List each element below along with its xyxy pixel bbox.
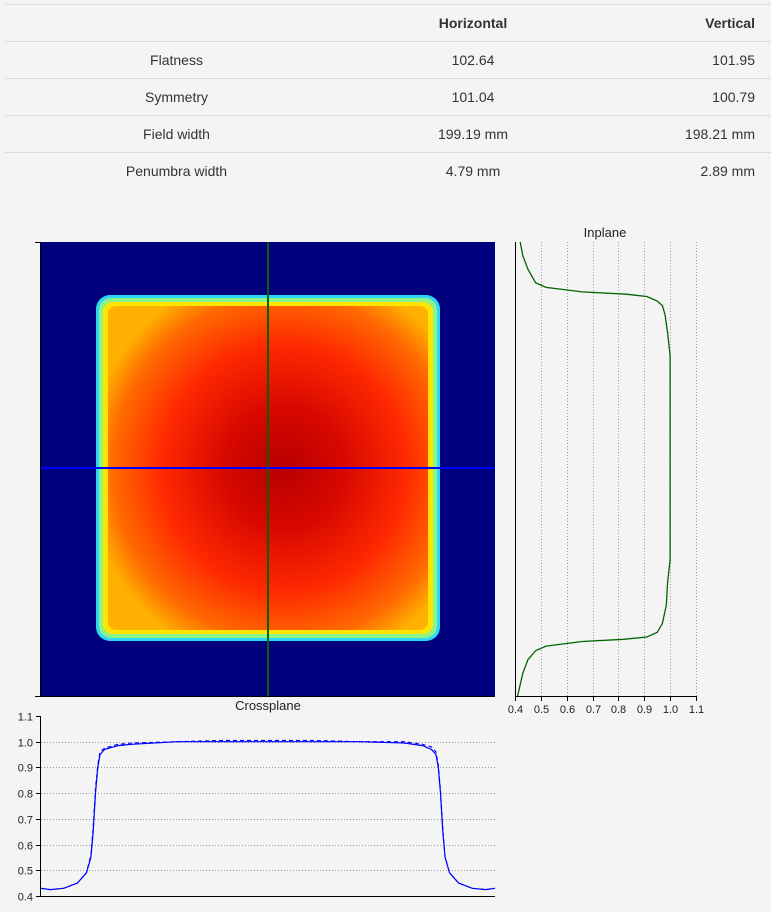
crossplane-grid <box>41 742 495 871</box>
crossplane-ticks: 0.4 0.5 0.6 0.7 0.8 0.9 1.0 1.1 <box>18 712 41 904</box>
horizontal-value: 4.79 mm <box>348 152 598 189</box>
inplane-tick-label: 0.4 <box>508 704 523 716</box>
inplane-profile-line <box>516 241 671 697</box>
inplane-ticks: 0.4 0.5 0.6 0.7 0.8 0.9 1.0 1.1 <box>508 696 704 716</box>
vertical-value: 2.89 mm <box>598 152 771 189</box>
crossplane-tick-label: 0.4 <box>18 892 33 904</box>
inplane-tick-label: 0.5 <box>534 704 549 716</box>
vertical-value: 198.21 mm <box>598 115 771 153</box>
table-header-row: Horizontal Vertical <box>5 4 771 42</box>
heatmap-panel <box>35 242 495 697</box>
row-label: Penumbra width <box>5 152 348 189</box>
crossplane-tick-label: 1.0 <box>18 738 33 750</box>
table-row: Flatness 102.64 101.95 <box>5 41 771 79</box>
crossplane-tick-label: 1.1 <box>18 712 33 724</box>
horizontal-value: 199.19 mm <box>348 115 598 153</box>
crossplane-chart: Crossplane 0.4 0.5 0.6 0.7 0.8 0.9 1.0 1.1 <box>18 698 496 904</box>
row-label: Symmetry <box>5 78 348 116</box>
crossplane-profile-line <box>40 741 496 891</box>
crossplane-dashed-line <box>40 739 496 891</box>
row-label: Field width <box>5 115 348 153</box>
header-horizontal: Horizontal <box>348 4 598 42</box>
crossplane-tick-label: 0.8 <box>18 789 33 801</box>
crossplane-tick-label: 0.7 <box>18 815 33 827</box>
inplane-tick-label: 0.6 <box>560 704 575 716</box>
inplane-tick-label: 1.0 <box>663 704 678 716</box>
horizontal-value: 102.64 <box>348 41 598 79</box>
inplane-tick-label: 0.8 <box>611 704 626 716</box>
stats-table: Horizontal Vertical Flatness 102.64 101.… <box>5 4 771 189</box>
inplane-tick-label: 1.1 <box>689 704 704 716</box>
inplane-tick-label: 0.9 <box>637 704 652 716</box>
horizontal-value: 101.04 <box>348 78 598 116</box>
inplane-title: Inplane <box>584 225 627 240</box>
table-row: Symmetry 101.04 100.79 <box>5 78 771 116</box>
row-label: Flatness <box>5 41 348 79</box>
inplane-chart: Inplane 0.4 0.5 0.6 0.7 0.8 0.9 1.0 1.1 <box>508 225 704 716</box>
crossplane-tick-label: 0.6 <box>18 841 33 853</box>
crossplane-tick-label: 0.5 <box>18 866 33 878</box>
crossplane-tick-label: 0.9 <box>18 763 33 775</box>
vertical-value: 100.79 <box>598 78 771 116</box>
crossplane-title: Crossplane <box>235 698 301 713</box>
inplane-grid <box>541 242 697 696</box>
header-vertical: Vertical <box>598 4 771 42</box>
inplane-tick-label: 0.7 <box>586 704 601 716</box>
vertical-value: 101.95 <box>598 41 771 79</box>
table-row: Field width 199.19 mm 198.21 mm <box>5 115 771 153</box>
table-row: Penumbra width 4.79 mm 2.89 mm <box>5 152 771 189</box>
header-cell <box>5 4 348 42</box>
